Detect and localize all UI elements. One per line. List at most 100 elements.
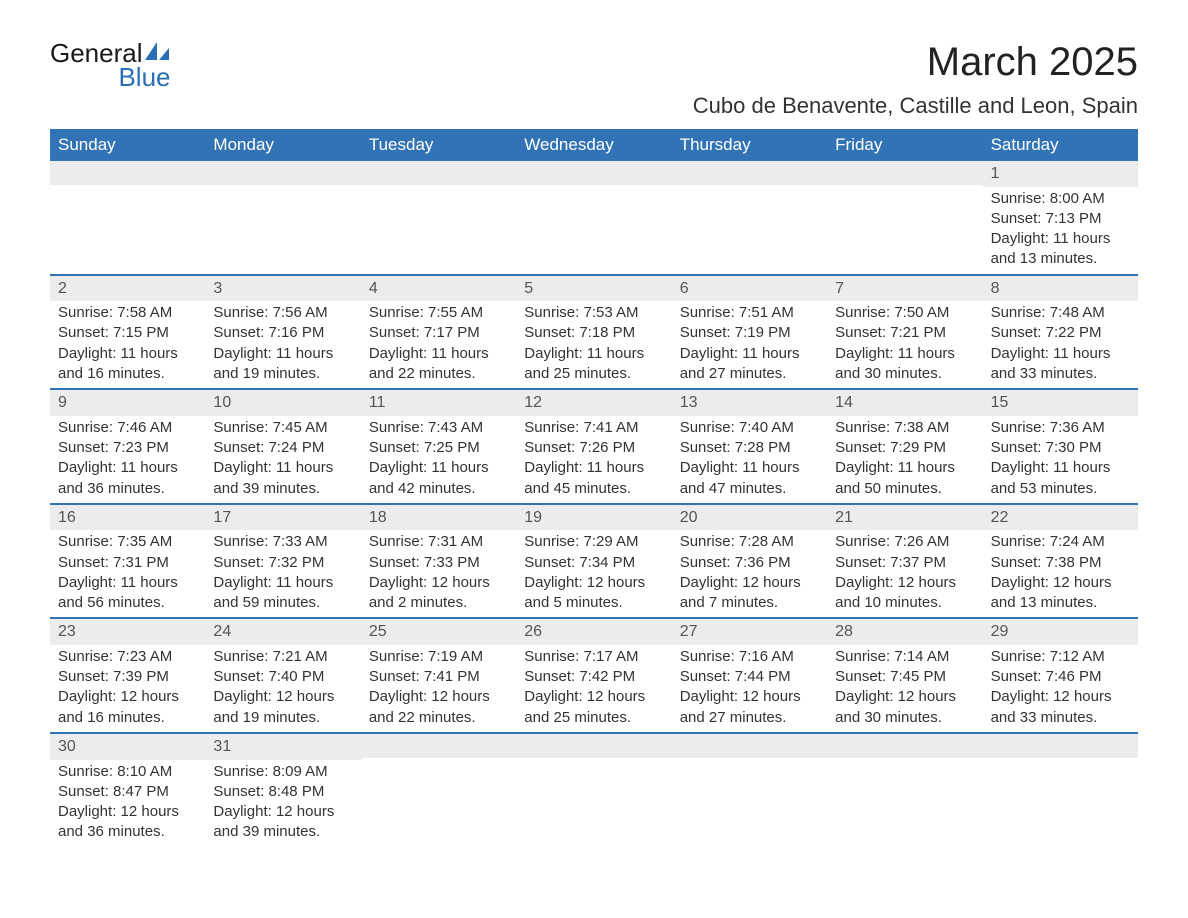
day-cell: 17Sunrise: 7:33 AMSunset: 7:32 PMDayligh… bbox=[205, 505, 360, 618]
day-data: Sunrise: 7:48 AMSunset: 7:22 PMDaylight:… bbox=[983, 301, 1138, 388]
sunset-text: Sunset: 7:42 PM bbox=[524, 667, 663, 687]
daylight-text: Daylight: 12 hours and 13 minutes. bbox=[991, 573, 1130, 614]
weekday-label: Friday bbox=[827, 129, 982, 161]
day-cell: 14Sunrise: 7:38 AMSunset: 7:29 PMDayligh… bbox=[827, 390, 982, 503]
sunset-text: Sunset: 7:32 PM bbox=[213, 553, 352, 573]
day-cell: 1Sunrise: 8:00 AMSunset: 7:13 PMDaylight… bbox=[983, 161, 1138, 274]
week-row: 9Sunrise: 7:46 AMSunset: 7:23 PMDaylight… bbox=[50, 388, 1138, 503]
day-cell: 25Sunrise: 7:19 AMSunset: 7:41 PMDayligh… bbox=[361, 619, 516, 732]
day-cell: 28Sunrise: 7:14 AMSunset: 7:45 PMDayligh… bbox=[827, 619, 982, 732]
day-data: Sunrise: 7:16 AMSunset: 7:44 PMDaylight:… bbox=[672, 645, 827, 732]
sunset-text: Sunset: 7:13 PM bbox=[991, 209, 1130, 229]
day-cell: 29Sunrise: 7:12 AMSunset: 7:46 PMDayligh… bbox=[983, 619, 1138, 732]
sunrise-text: Sunrise: 7:43 AM bbox=[369, 418, 508, 438]
sunset-text: Sunset: 7:39 PM bbox=[58, 667, 197, 687]
day-data: Sunrise: 7:26 AMSunset: 7:37 PMDaylight:… bbox=[827, 530, 982, 617]
day-number: 21 bbox=[827, 505, 982, 531]
day-cell: 5Sunrise: 7:53 AMSunset: 7:18 PMDaylight… bbox=[516, 276, 671, 389]
daylight-text: Daylight: 11 hours and 27 minutes. bbox=[680, 344, 819, 385]
day-number: 25 bbox=[361, 619, 516, 645]
day-data: Sunrise: 7:19 AMSunset: 7:41 PMDaylight:… bbox=[361, 645, 516, 732]
day-number: 22 bbox=[983, 505, 1138, 531]
daylight-text: Daylight: 12 hours and 36 minutes. bbox=[58, 802, 197, 843]
empty-cell bbox=[516, 734, 671, 847]
sunrise-text: Sunrise: 7:58 AM bbox=[58, 303, 197, 323]
logo: General Blue bbox=[50, 40, 171, 90]
sunrise-text: Sunrise: 7:21 AM bbox=[213, 647, 352, 667]
day-number bbox=[361, 734, 516, 758]
sunset-text: Sunset: 7:37 PM bbox=[835, 553, 974, 573]
day-data: Sunrise: 8:00 AMSunset: 7:13 PMDaylight:… bbox=[983, 187, 1138, 274]
sunrise-text: Sunrise: 7:51 AM bbox=[680, 303, 819, 323]
day-cell: 22Sunrise: 7:24 AMSunset: 7:38 PMDayligh… bbox=[983, 505, 1138, 618]
sunrise-text: Sunrise: 7:45 AM bbox=[213, 418, 352, 438]
day-number: 29 bbox=[983, 619, 1138, 645]
day-cell: 2Sunrise: 7:58 AMSunset: 7:15 PMDaylight… bbox=[50, 276, 205, 389]
daylight-text: Daylight: 12 hours and 5 minutes. bbox=[524, 573, 663, 614]
day-number: 23 bbox=[50, 619, 205, 645]
daylight-text: Daylight: 12 hours and 7 minutes. bbox=[680, 573, 819, 614]
day-number: 5 bbox=[516, 276, 671, 302]
day-data: Sunrise: 7:33 AMSunset: 7:32 PMDaylight:… bbox=[205, 530, 360, 617]
day-cell: 16Sunrise: 7:35 AMSunset: 7:31 PMDayligh… bbox=[50, 505, 205, 618]
sunrise-text: Sunrise: 7:12 AM bbox=[991, 647, 1130, 667]
day-number: 9 bbox=[50, 390, 205, 416]
week-row: 1Sunrise: 8:00 AMSunset: 7:13 PMDaylight… bbox=[50, 161, 1138, 274]
weekday-label: Monday bbox=[205, 129, 360, 161]
day-number: 10 bbox=[205, 390, 360, 416]
sunrise-text: Sunrise: 7:38 AM bbox=[835, 418, 974, 438]
sunset-text: Sunset: 7:45 PM bbox=[835, 667, 974, 687]
empty-cell bbox=[827, 734, 982, 847]
daylight-text: Daylight: 12 hours and 10 minutes. bbox=[835, 573, 974, 614]
sunrise-text: Sunrise: 7:53 AM bbox=[524, 303, 663, 323]
daylight-text: Daylight: 11 hours and 42 minutes. bbox=[369, 458, 508, 499]
day-data: Sunrise: 7:56 AMSunset: 7:16 PMDaylight:… bbox=[205, 301, 360, 388]
daylight-text: Daylight: 11 hours and 36 minutes. bbox=[58, 458, 197, 499]
sunset-text: Sunset: 8:47 PM bbox=[58, 782, 197, 802]
sunrise-text: Sunrise: 7:56 AM bbox=[213, 303, 352, 323]
day-number bbox=[983, 734, 1138, 758]
week-row: 16Sunrise: 7:35 AMSunset: 7:31 PMDayligh… bbox=[50, 503, 1138, 618]
weeks-container: 1Sunrise: 8:00 AMSunset: 7:13 PMDaylight… bbox=[50, 161, 1138, 847]
daylight-text: Daylight: 11 hours and 22 minutes. bbox=[369, 344, 508, 385]
day-cell: 21Sunrise: 7:26 AMSunset: 7:37 PMDayligh… bbox=[827, 505, 982, 618]
sunrise-text: Sunrise: 7:31 AM bbox=[369, 532, 508, 552]
daylight-text: Daylight: 11 hours and 30 minutes. bbox=[835, 344, 974, 385]
weekday-label: Thursday bbox=[672, 129, 827, 161]
day-cell: 8Sunrise: 7:48 AMSunset: 7:22 PMDaylight… bbox=[983, 276, 1138, 389]
sunrise-text: Sunrise: 7:36 AM bbox=[991, 418, 1130, 438]
day-number: 8 bbox=[983, 276, 1138, 302]
daylight-text: Daylight: 12 hours and 33 minutes. bbox=[991, 687, 1130, 728]
sunset-text: Sunset: 7:24 PM bbox=[213, 438, 352, 458]
sunset-text: Sunset: 7:25 PM bbox=[369, 438, 508, 458]
day-number bbox=[361, 161, 516, 185]
day-number bbox=[50, 161, 205, 185]
day-data: Sunrise: 7:14 AMSunset: 7:45 PMDaylight:… bbox=[827, 645, 982, 732]
day-number: 4 bbox=[361, 276, 516, 302]
sunrise-text: Sunrise: 7:55 AM bbox=[369, 303, 508, 323]
day-number bbox=[205, 161, 360, 185]
sunrise-text: Sunrise: 8:09 AM bbox=[213, 762, 352, 782]
day-number: 16 bbox=[50, 505, 205, 531]
day-cell: 13Sunrise: 7:40 AMSunset: 7:28 PMDayligh… bbox=[672, 390, 827, 503]
sunrise-text: Sunrise: 7:26 AM bbox=[835, 532, 974, 552]
day-cell: 15Sunrise: 7:36 AMSunset: 7:30 PMDayligh… bbox=[983, 390, 1138, 503]
day-number: 7 bbox=[827, 276, 982, 302]
day-data: Sunrise: 8:10 AMSunset: 8:47 PMDaylight:… bbox=[50, 760, 205, 847]
daylight-text: Daylight: 11 hours and 53 minutes. bbox=[991, 458, 1130, 499]
sunset-text: Sunset: 7:17 PM bbox=[369, 323, 508, 343]
day-data: Sunrise: 7:53 AMSunset: 7:18 PMDaylight:… bbox=[516, 301, 671, 388]
day-data: Sunrise: 7:43 AMSunset: 7:25 PMDaylight:… bbox=[361, 416, 516, 503]
day-cell: 20Sunrise: 7:28 AMSunset: 7:36 PMDayligh… bbox=[672, 505, 827, 618]
empty-cell bbox=[361, 734, 516, 847]
daylight-text: Daylight: 11 hours and 25 minutes. bbox=[524, 344, 663, 385]
daylight-text: Daylight: 12 hours and 30 minutes. bbox=[835, 687, 974, 728]
empty-cell bbox=[827, 161, 982, 274]
day-data: Sunrise: 7:29 AMSunset: 7:34 PMDaylight:… bbox=[516, 530, 671, 617]
day-data: Sunrise: 7:35 AMSunset: 7:31 PMDaylight:… bbox=[50, 530, 205, 617]
header: General Blue March 2025 Cubo de Benavent… bbox=[50, 40, 1138, 119]
sunset-text: Sunset: 7:19 PM bbox=[680, 323, 819, 343]
empty-cell bbox=[50, 161, 205, 274]
day-data: Sunrise: 7:24 AMSunset: 7:38 PMDaylight:… bbox=[983, 530, 1138, 617]
daylight-text: Daylight: 12 hours and 16 minutes. bbox=[58, 687, 197, 728]
